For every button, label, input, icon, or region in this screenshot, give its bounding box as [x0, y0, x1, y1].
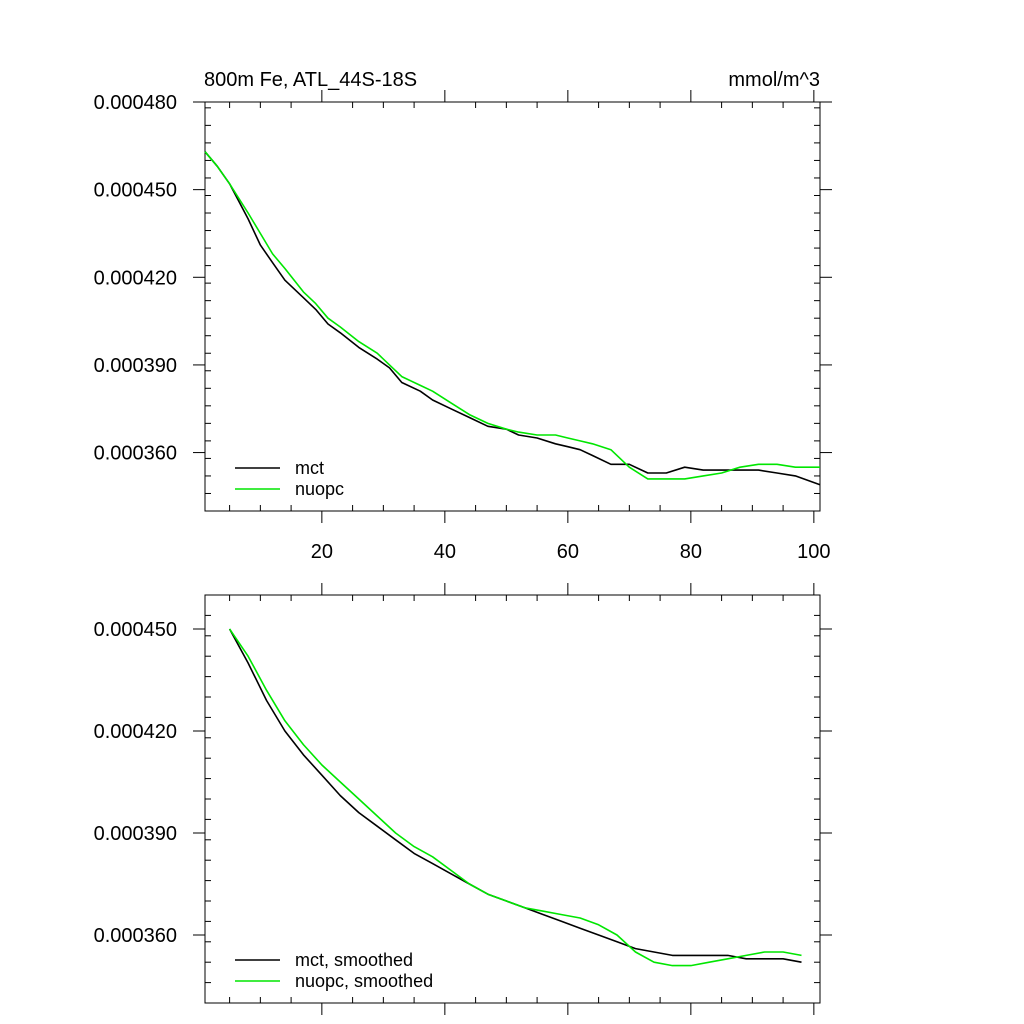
y-tick-label: 0.000480	[94, 92, 177, 114]
top-panel: 800m Fe, ATL_44S-18S mmol/m^3 20 40 60 80 10…	[94, 69, 832, 563]
y-tick-label: 0.000390	[94, 355, 177, 377]
plot-frame	[204, 101, 821, 512]
plot-frame	[204, 594, 821, 1004]
series-line-nuopc-smoothed	[228, 628, 802, 967]
bottom-panel: 0.000360 0.000390 0.000420 0.000450 mct, smo…	[94, 583, 832, 1015]
x-tick-label: 80	[680, 541, 702, 563]
y-tick-label: 0.000360	[94, 443, 177, 465]
series-line-mct-smoothed	[228, 628, 802, 963]
series-line-nuopc	[204, 151, 820, 480]
y-tick-label: 0.000420	[94, 267, 177, 289]
series-line-mct	[204, 151, 821, 486]
y-tick-label: 0.000420	[94, 721, 177, 743]
legend-label: nuopc	[295, 479, 344, 499]
y-tick-label: 0.000450	[94, 180, 177, 202]
x-tick-label: 60	[557, 541, 579, 563]
legend-label: mct	[295, 458, 324, 478]
y-tick-label: 0.000390	[94, 823, 177, 845]
y-tick-label: 0.000360	[94, 925, 177, 947]
units-label: mmol/m^3	[728, 69, 820, 91]
chart-title: 800m Fe, ATL_44S-18S	[204, 69, 417, 91]
x-tick-label: 20	[311, 541, 333, 563]
x-tick-label: 100	[797, 541, 830, 563]
y-tick-label: 0.000450	[94, 619, 177, 641]
legend-label: mct, smoothed	[295, 950, 413, 970]
legend-label: nuopc, smoothed	[295, 971, 433, 991]
x-tick-label: 40	[434, 541, 456, 563]
